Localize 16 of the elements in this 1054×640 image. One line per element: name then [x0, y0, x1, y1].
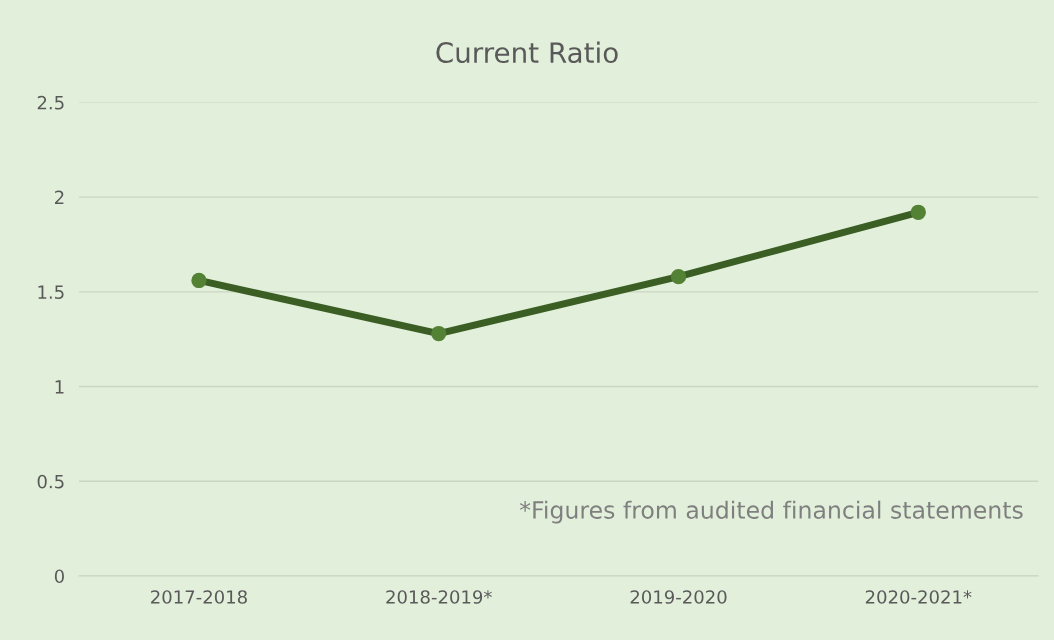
- y-tick-label: 0: [54, 569, 64, 584]
- x-tick-label: 2020-2021*: [865, 590, 972, 604]
- x-tick-label: 2019-2020: [630, 590, 727, 604]
- x-tick-label: 2017-2018: [151, 590, 247, 604]
- point: [910, 204, 926, 220]
- y-tick-label: 1: [55, 380, 64, 394]
- y-tick-label: 2: [55, 190, 64, 204]
- y-tick-label: 1.5: [38, 285, 64, 299]
- chart-title: Current Ratio: [436, 41, 618, 64]
- y-tick-label: 0.5: [37, 474, 64, 489]
- x-tick-label: 2018-2019*: [386, 590, 492, 604]
- point: [431, 325, 447, 342]
- annotation: *Figures from audited financial statements: [519, 500, 1023, 524]
- point: [670, 269, 687, 285]
- y-tick-label: 2.5: [37, 95, 64, 110]
- point: [191, 272, 207, 289]
